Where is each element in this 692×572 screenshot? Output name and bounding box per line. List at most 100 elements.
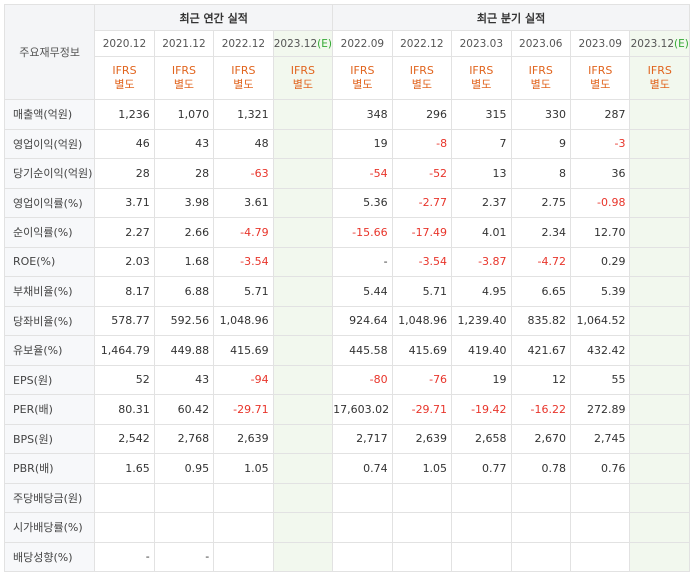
table-cell: -3.87 <box>451 246 512 277</box>
table-cell: -54 <box>332 158 393 189</box>
table-cell: 445.58 <box>332 335 393 366</box>
table-cell: 2,542 <box>94 423 155 454</box>
table-row: 영업이익(억원) 46 43 48 19 -8 7 9 -3 <box>3 128 690 159</box>
ifrs-badge: IFRS 별도 <box>451 56 512 100</box>
table-cell <box>451 541 512 572</box>
period-header: 2022.12 <box>391 30 453 57</box>
table-cell <box>272 394 334 425</box>
table-cell <box>272 99 334 130</box>
table-cell: 3.98 <box>153 187 215 218</box>
period-label: 2023.09 <box>578 37 622 50</box>
table-cell <box>629 482 690 513</box>
separate-label: 별도 <box>590 78 611 91</box>
table-cell: 28 <box>153 158 215 189</box>
table-cell <box>272 276 334 307</box>
ifrs-label: IFRS <box>171 64 197 77</box>
table-cell: 6.65 <box>510 276 572 307</box>
period-label: 2022.09 <box>340 37 385 50</box>
ifrs-label: IFRS <box>588 64 613 77</box>
table-cell <box>153 512 215 543</box>
estimate-marker: (E) <box>317 37 332 50</box>
table-cell <box>213 541 274 572</box>
table-cell: 46 <box>94 128 155 159</box>
table-cell: 80.31 <box>94 394 155 425</box>
table-cell: 419.40 <box>451 335 512 366</box>
table-row: 당기순이익(억원) 28 28 -63 -54 -52 13 8 36 <box>3 158 690 189</box>
table-row: 당좌비율(%) 578.77 592.56 1,048.96 924.64 1,048.9… <box>3 305 690 336</box>
table-cell <box>391 512 453 543</box>
row-label: 부채비율(%) <box>3 276 96 307</box>
quarter-group-header: 최근 분기 실적 <box>332 4 690 31</box>
table-cell: 8 <box>510 158 572 189</box>
period-header: 2023.09 <box>569 30 631 57</box>
table-row: BPS(원) 2,542 2,768 2,639 2,717 2,639 2,658 2,67… <box>3 423 690 454</box>
period-label: 2023.03 <box>459 37 503 50</box>
table-cell: 415.69 <box>213 335 274 366</box>
table-cell <box>153 482 215 513</box>
period-label: 2022.12 <box>400 37 444 50</box>
table-row: 영업이익률(%) 3.71 3.98 3.61 5.36 -2.77 2.37 2.75 -0.… <box>3 187 690 218</box>
table-cell: 2,658 <box>451 423 512 454</box>
row-label: PER(배) <box>3 394 96 425</box>
ifrs-badge: IFRS 별도 <box>569 56 631 100</box>
row-label: 당좌비율(%) <box>3 305 96 336</box>
period-header: 2022.12 <box>213 30 274 57</box>
table-cell: 0.78 <box>510 453 572 484</box>
table-cell: 2,639 <box>213 423 274 454</box>
ifrs-badge: IFRS 별도 <box>391 56 453 100</box>
table-cell <box>510 512 572 543</box>
table-cell <box>510 541 572 572</box>
table-cell <box>629 512 690 543</box>
table-cell <box>629 453 690 484</box>
table-cell: 3.61 <box>213 187 274 218</box>
period-header: 2020.12 <box>94 30 155 57</box>
period-label: 2023.12 <box>630 37 675 50</box>
table-cell: -0.98 <box>569 187 631 218</box>
table-cell: -76 <box>391 364 453 395</box>
ifrs-label: IFRS <box>528 64 553 77</box>
table-cell: -63 <box>213 158 274 189</box>
period-label: 2020.12 <box>102 37 147 50</box>
row-label: 영업이익률(%) <box>3 187 96 218</box>
ifrs-header-row: IFRS 별도 IFRS 별도 IFRS 별도 IFRS 별도 IFRS 별도 IFRS 별도 IFRS… <box>5 56 690 100</box>
table-cell: 0.95 <box>153 453 215 484</box>
table-cell: 2.66 <box>153 217 215 248</box>
row-label: ROE(%) <box>3 246 96 277</box>
ifrs-label: IFRS <box>469 64 494 77</box>
separate-label: 별도 <box>411 78 432 91</box>
table-cell: 5.44 <box>332 276 393 307</box>
separate-label: 별도 <box>530 78 551 91</box>
table-cell <box>272 187 334 218</box>
table-cell <box>272 423 334 454</box>
table-row: 유보율(%) 1,464.79 449.88 415.69 445.58 415.69 41… <box>3 335 690 366</box>
table-cell: -19.42 <box>451 394 512 425</box>
table-cell: -4.79 <box>213 217 274 248</box>
table-cell: -52 <box>391 158 453 189</box>
table-cell: 3.71 <box>94 187 155 218</box>
table-cell: 578.77 <box>94 305 155 336</box>
table-cell <box>629 364 690 395</box>
table-cell <box>332 541 393 572</box>
row-label: BPS(원) <box>3 423 96 454</box>
table-cell <box>272 453 334 484</box>
table-cell <box>569 482 631 513</box>
table-cell: 1.05 <box>391 453 453 484</box>
row-label: EPS(원) <box>3 364 96 395</box>
table-body: 매출액(억원) 1,236 1,070 1,321 348 296 315 330 287 영업이… <box>3 99 690 572</box>
table-cell <box>510 482 572 513</box>
table-cell: 432.42 <box>569 335 631 366</box>
table-cell: -3.54 <box>213 246 274 277</box>
table-cell: 19 <box>451 364 512 395</box>
table-cell: 421.67 <box>510 335 572 366</box>
table-cell: 2,717 <box>332 423 393 454</box>
table-cell <box>629 217 690 248</box>
table-cell: 13 <box>451 158 512 189</box>
separate-label: 별도 <box>471 78 492 91</box>
separate-label: 별도 <box>173 78 195 91</box>
table-cell: -17.49 <box>391 217 453 248</box>
table-cell: - <box>153 541 215 572</box>
table-cell: -3 <box>569 128 631 159</box>
table-cell: 7 <box>451 128 512 159</box>
separate-label: 별도 <box>114 78 135 91</box>
table-cell: 0.76 <box>569 453 631 484</box>
